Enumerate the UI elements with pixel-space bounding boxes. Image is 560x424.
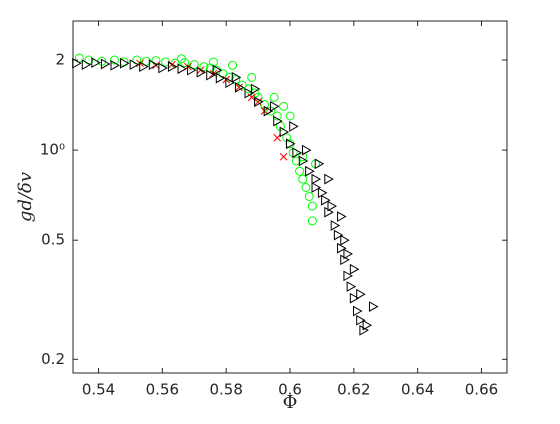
point (356, 314, 366, 326)
point (343, 270, 353, 282)
point (343, 248, 353, 260)
point (368, 301, 379, 312)
point (273, 115, 283, 127)
x-tick-label: 0.62 (337, 381, 370, 399)
point (228, 60, 238, 70)
point (295, 166, 305, 176)
point (177, 63, 188, 75)
point (225, 77, 235, 89)
point (330, 220, 341, 231)
point (167, 61, 178, 73)
point (215, 72, 226, 84)
point (314, 158, 325, 170)
point (110, 59, 121, 71)
point (254, 97, 262, 106)
point (206, 69, 216, 81)
x-tick-label: 0.56 (146, 381, 179, 399)
point (285, 111, 295, 121)
point (321, 194, 331, 206)
point (291, 156, 301, 166)
point (349, 292, 360, 304)
point (231, 72, 242, 83)
x-tick-label: 0.66 (465, 381, 498, 399)
point (292, 147, 302, 159)
point (286, 138, 296, 150)
point (269, 92, 279, 102)
point (100, 58, 111, 70)
point (349, 263, 360, 275)
point (148, 59, 159, 70)
point (247, 72, 257, 82)
point (353, 305, 363, 317)
point (337, 242, 347, 254)
x-tick-label: 0.54 (82, 381, 115, 399)
point (120, 57, 130, 69)
point (311, 182, 322, 193)
point (196, 66, 207, 78)
point (270, 101, 280, 112)
point (279, 101, 289, 111)
y-axis-label: gd/δv (15, 172, 36, 222)
point (333, 229, 344, 241)
point (359, 324, 369, 336)
point (327, 200, 338, 212)
point (305, 165, 315, 177)
x-tick-label: 0.6 (278, 381, 302, 399)
point (289, 121, 299, 132)
x-tick-label: 0.58 (209, 381, 242, 399)
point (263, 105, 274, 117)
point (244, 87, 255, 99)
point (91, 57, 101, 68)
point (346, 281, 357, 292)
x-tick-label: 0.64 (401, 381, 434, 399)
point (81, 59, 92, 70)
point (187, 64, 197, 76)
point (72, 57, 82, 69)
point (362, 319, 373, 331)
point (129, 59, 140, 70)
point (212, 64, 223, 76)
point (298, 155, 309, 167)
y-tick-label: 2 (55, 51, 65, 69)
point (307, 201, 317, 211)
point (337, 211, 347, 222)
point (324, 173, 334, 185)
point (279, 152, 288, 161)
point (158, 62, 168, 74)
y-tick-label: 0.5 (41, 231, 65, 249)
point (273, 133, 282, 142)
point (298, 174, 308, 184)
point (304, 191, 314, 201)
point (279, 126, 290, 138)
point (340, 234, 350, 246)
point (234, 82, 245, 93)
point (237, 80, 247, 90)
point (177, 54, 186, 64)
y-tick-label: 0.2 (41, 350, 65, 368)
point (254, 96, 264, 108)
x-axis-label: Φ (283, 392, 298, 413)
point (311, 173, 322, 185)
point (317, 187, 328, 199)
point (250, 83, 261, 95)
y-tick-label: 10⁰ (40, 141, 65, 159)
plot-frame (72, 20, 508, 374)
point (356, 288, 366, 300)
point (301, 182, 311, 192)
point (139, 61, 149, 73)
point (307, 216, 317, 226)
point (235, 83, 243, 92)
point (199, 62, 209, 72)
point (301, 144, 312, 156)
